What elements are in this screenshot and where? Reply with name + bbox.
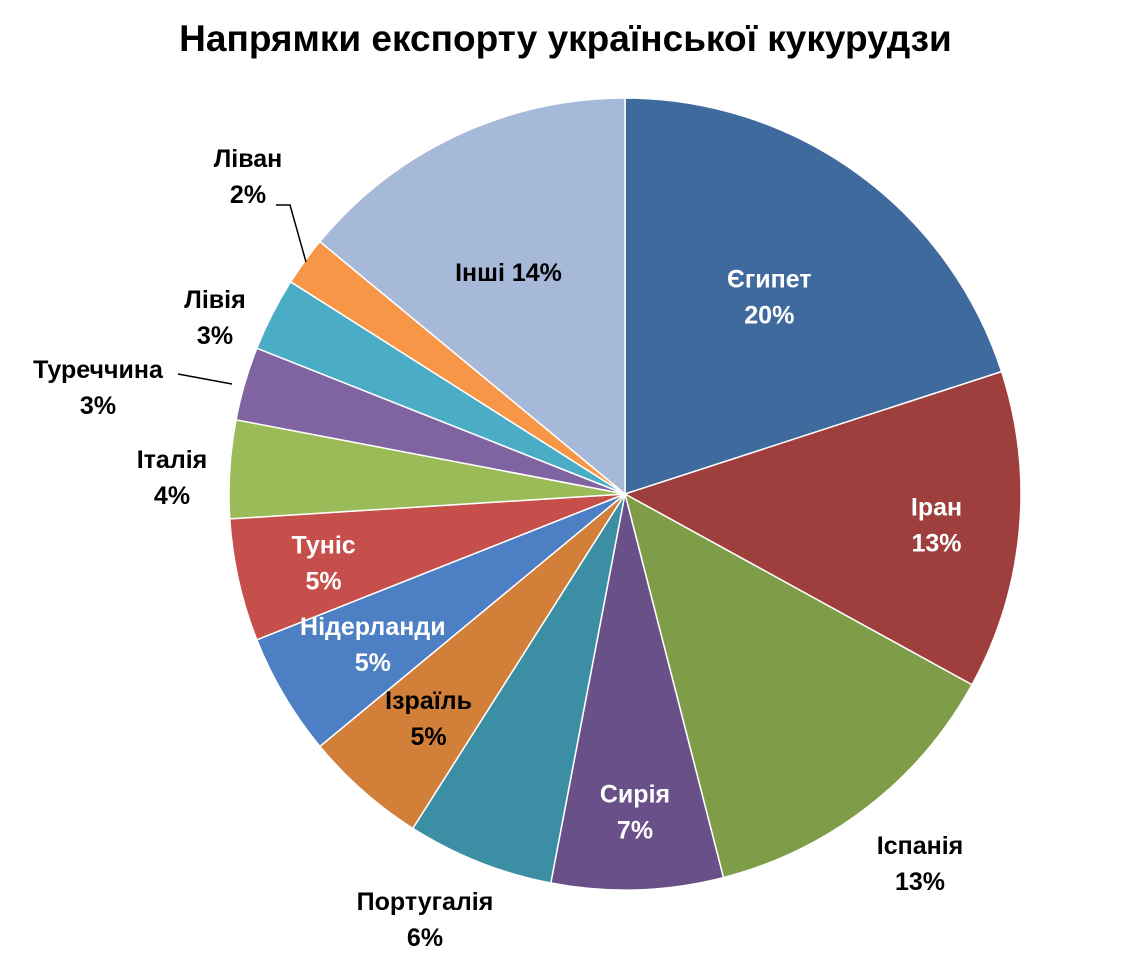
data-label-percent: 2%: [230, 181, 266, 209]
data-label-1: Єгипет 20%: [727, 265, 812, 329]
leader-lines: [177, 204, 307, 385]
data-label-name: Нідерланди: [300, 613, 446, 641]
data-label-2: Іран 13%: [911, 493, 962, 557]
data-label-name: Єгипет: [727, 265, 812, 293]
pie-slices: [228, 97, 1022, 891]
data-label-percent: 6%: [407, 924, 443, 952]
data-label-name: Португалія: [357, 888, 494, 916]
data-label-8: Туніс 5%: [292, 531, 356, 595]
data-label-name: Іспанія: [877, 832, 964, 860]
data-labels: Єгипет 20% Іран 13% Іспанія 13% Сирія 7% Португа…: [33, 145, 963, 952]
data-label-name: Лівія: [184, 286, 245, 314]
data-label-percent: 7%: [617, 817, 653, 845]
data-label-12: Ліван 2%: [214, 145, 283, 209]
data-label-name: Італія: [137, 446, 208, 474]
data-label-10: Туреччина 3%: [33, 356, 164, 420]
data-label-3: Іспанія 13%: [877, 832, 964, 896]
data-label-percent: 13%: [911, 529, 961, 557]
data-label-6: Ізраїль 5%: [385, 687, 472, 751]
data-label-9: Італія 4%: [137, 446, 208, 510]
data-label-name: Туніс: [292, 531, 356, 559]
data-label-5: Португалія 6%: [357, 888, 494, 952]
data-label-percent: 4%: [154, 482, 190, 510]
leader-line-12: [276, 204, 307, 263]
data-label-name: Ізраїль: [385, 687, 472, 715]
leader-line-10: [177, 373, 233, 385]
pie-slice-13: [318, 97, 626, 496]
data-label-name: Туреччина: [33, 356, 164, 384]
data-label-percent: 13%: [895, 868, 945, 896]
data-label-name: Інші: [455, 259, 505, 287]
data-label-percent: 3%: [80, 392, 116, 420]
pie-slice-2: [623, 370, 1022, 686]
data-label-7: Нідерланди 5%: [300, 613, 446, 677]
data-label-name: Сирія: [600, 781, 670, 809]
pie-slice-3: [623, 492, 974, 879]
chart-title: Напрямки експорту української кукурудзи: [179, 18, 952, 59]
data-label-name: Іран: [911, 493, 962, 521]
pie-slice-1: [624, 97, 1003, 496]
data-label-percent: 20%: [744, 301, 794, 329]
pie-slice-5: [411, 493, 626, 884]
data-label-13: Інші 14%: [455, 259, 562, 287]
data-label-percent: 5%: [306, 567, 342, 595]
data-label-11: Лівія 3%: [184, 286, 245, 350]
data-label-name: Ліван: [214, 145, 283, 173]
data-label-percent: 3%: [197, 322, 233, 350]
data-label-4: Сирія 7%: [600, 781, 670, 845]
data-label-percent: 5%: [411, 723, 447, 751]
data-label-percent: 5%: [355, 649, 391, 677]
pie-slice-4: [549, 493, 725, 891]
data-label-percent: 14%: [505, 259, 562, 287]
